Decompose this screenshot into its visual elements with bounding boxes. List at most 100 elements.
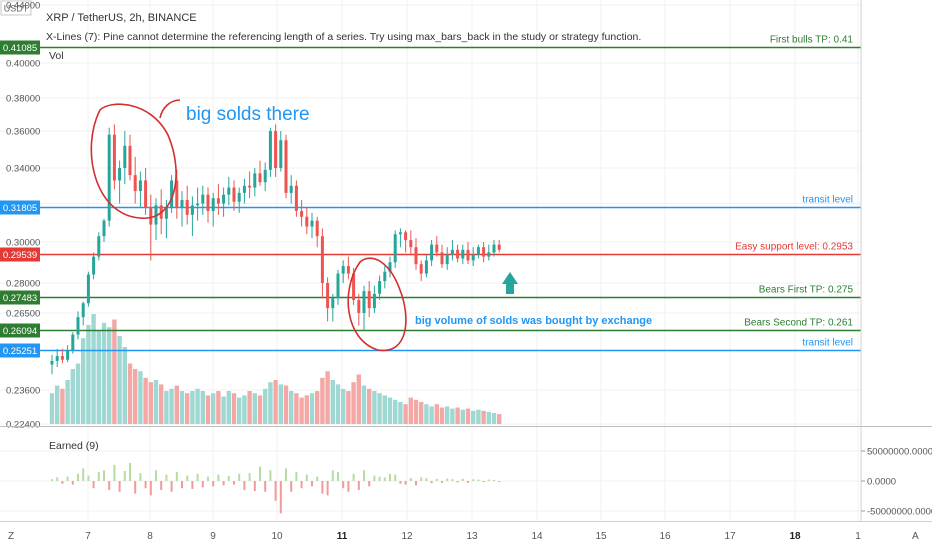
candle-body bbox=[497, 244, 501, 250]
time-tick-label: 16 bbox=[659, 531, 671, 542]
earned-bar bbox=[217, 474, 220, 481]
earned-bar bbox=[108, 481, 111, 490]
earned-bar bbox=[129, 463, 131, 481]
earned-bar bbox=[243, 481, 246, 490]
candle-body bbox=[97, 236, 101, 257]
earned-bar bbox=[279, 481, 282, 514]
earned-bar bbox=[493, 479, 495, 481]
volume-bar bbox=[86, 325, 91, 424]
indicator-axis: 50000000.0000 0.0000 -50000000.0000 bbox=[861, 447, 932, 518]
candle-body bbox=[352, 273, 356, 300]
level-axis-value: 0.41085 bbox=[3, 43, 37, 54]
volume-bar bbox=[257, 395, 263, 424]
candle-body bbox=[112, 134, 116, 181]
volume-bar bbox=[424, 404, 429, 424]
candle-body bbox=[326, 283, 330, 309]
candle-body bbox=[445, 254, 449, 265]
level-caption: transit level bbox=[802, 338, 853, 349]
candle-body bbox=[71, 334, 75, 351]
volume-bar bbox=[491, 413, 497, 424]
volume-bar bbox=[133, 369, 138, 424]
time-tick-label: 1 bbox=[855, 531, 861, 542]
time-tick-label: 11 bbox=[337, 531, 348, 542]
currency-badge[interactable] bbox=[0, 0, 32, 16]
big-volume-note: big volume of solds was bought by exchan… bbox=[415, 315, 652, 327]
candle-body bbox=[466, 249, 470, 261]
earned-bar bbox=[61, 481, 64, 484]
earned-bar bbox=[196, 473, 199, 481]
earned-bars bbox=[51, 463, 501, 514]
zoom-button[interactable]: Z bbox=[8, 531, 14, 542]
volume-bar bbox=[237, 397, 242, 424]
candle-body bbox=[357, 299, 361, 313]
candle-body bbox=[180, 199, 184, 208]
candle-body bbox=[482, 247, 486, 257]
candle-body bbox=[341, 266, 345, 274]
volume-bar bbox=[81, 338, 86, 424]
earned-bar bbox=[326, 481, 329, 496]
volume-bar bbox=[153, 380, 159, 424]
candle-body bbox=[190, 205, 194, 215]
candle-body bbox=[170, 180, 174, 208]
volume-bar bbox=[252, 393, 257, 424]
volume-bar bbox=[486, 411, 491, 424]
earned-bar bbox=[253, 481, 256, 492]
time-axis[interactable]: 7 8 9 10 11 12 13 14 15 16 17 18 1 bbox=[85, 531, 861, 542]
earned-bar bbox=[337, 472, 339, 481]
auto-scale-button[interactable]: A bbox=[912, 531, 919, 542]
earned-bar bbox=[155, 470, 157, 481]
candle-body bbox=[253, 173, 257, 188]
volume-bar bbox=[49, 393, 55, 424]
candle-body bbox=[55, 356, 59, 361]
earned-bar bbox=[56, 477, 59, 481]
volume-bar bbox=[320, 377, 325, 424]
volume-bar bbox=[273, 380, 278, 424]
symbol-title: XRP / TetherUS, 2h, BINANCE bbox=[46, 12, 197, 24]
earned-bar bbox=[290, 481, 293, 492]
earned-bar bbox=[347, 481, 350, 492]
main-pane[interactable] bbox=[0, 0, 861, 426]
price-tick-label: 0.36000 bbox=[6, 127, 40, 138]
candle-body bbox=[372, 293, 376, 309]
level-axis-badge bbox=[0, 200, 40, 215]
earned-bar bbox=[285, 468, 287, 481]
earned-bar bbox=[409, 478, 412, 481]
candle-body bbox=[320, 236, 324, 283]
earned-bar bbox=[295, 472, 298, 481]
volume-bar bbox=[372, 391, 377, 424]
earned-bar bbox=[482, 481, 485, 483]
price-tick-label: 0.26500 bbox=[6, 309, 40, 320]
earned-bar bbox=[186, 475, 189, 481]
earned-bar bbox=[92, 481, 95, 489]
earned-bar bbox=[430, 481, 433, 484]
candle-body bbox=[196, 203, 200, 206]
candle-body bbox=[206, 194, 210, 211]
candle-body bbox=[310, 220, 314, 227]
volume-bar bbox=[75, 363, 81, 424]
volume-bar bbox=[268, 382, 273, 424]
candle-body bbox=[388, 262, 392, 272]
candle-body bbox=[92, 256, 96, 275]
candle-body bbox=[138, 180, 142, 192]
volume-bar bbox=[231, 393, 237, 424]
candle-body bbox=[404, 232, 408, 241]
candle-body bbox=[284, 140, 288, 193]
volume-bar bbox=[377, 393, 382, 424]
volume-bar bbox=[351, 382, 356, 424]
earned-bar bbox=[461, 478, 464, 481]
earned-bar bbox=[82, 468, 85, 481]
volume-bar bbox=[242, 395, 247, 424]
currency-badge-label: USDT bbox=[4, 4, 29, 14]
volume-bar bbox=[55, 385, 60, 424]
earned-bar bbox=[123, 470, 126, 481]
candle-body bbox=[315, 220, 319, 237]
volume-bar bbox=[382, 395, 387, 424]
time-tick-label: 7 bbox=[85, 531, 91, 542]
earned-bar bbox=[399, 481, 402, 484]
candle-body bbox=[430, 244, 434, 261]
sold-arrow-mark bbox=[159, 99, 181, 119]
indicator-title: Earned (9) bbox=[49, 440, 99, 452]
volume-bar bbox=[221, 396, 226, 424]
earned-bar bbox=[248, 473, 251, 481]
